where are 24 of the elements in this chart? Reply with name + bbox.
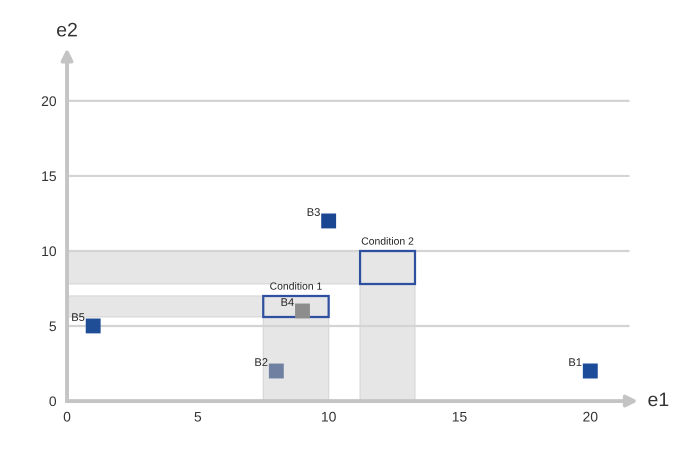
annotation: B3 xyxy=(308,208,320,216)
point xyxy=(86,318,101,334)
point xyxy=(321,214,336,228)
y-axis-title: e2 xyxy=(57,22,77,37)
x-tick-label: 15 xyxy=(452,412,467,422)
annotation: B1 xyxy=(569,358,582,366)
x-tick-label: 5 xyxy=(194,412,202,422)
y-tick-label: 20 xyxy=(42,96,56,106)
annotation: B4 xyxy=(281,298,294,306)
x-axis-title: e1 xyxy=(648,392,668,406)
x-tick-label: 10 xyxy=(322,412,336,422)
band-label: Condition 2 xyxy=(362,237,414,245)
point xyxy=(268,364,284,378)
point xyxy=(582,364,598,378)
x-tick-label: 0 xyxy=(64,412,70,422)
annotation: B2 xyxy=(255,358,268,366)
x-tick-label: 20 xyxy=(583,412,598,422)
y-tick-label: 15 xyxy=(42,171,56,182)
point xyxy=(295,304,310,318)
band-label: Condition 1 xyxy=(270,282,322,290)
y-tick-label: 0 xyxy=(49,396,56,406)
y-tick-label: 5 xyxy=(49,321,56,332)
annotation: B5 xyxy=(72,313,84,322)
y-tick-label: 10 xyxy=(42,246,56,256)
